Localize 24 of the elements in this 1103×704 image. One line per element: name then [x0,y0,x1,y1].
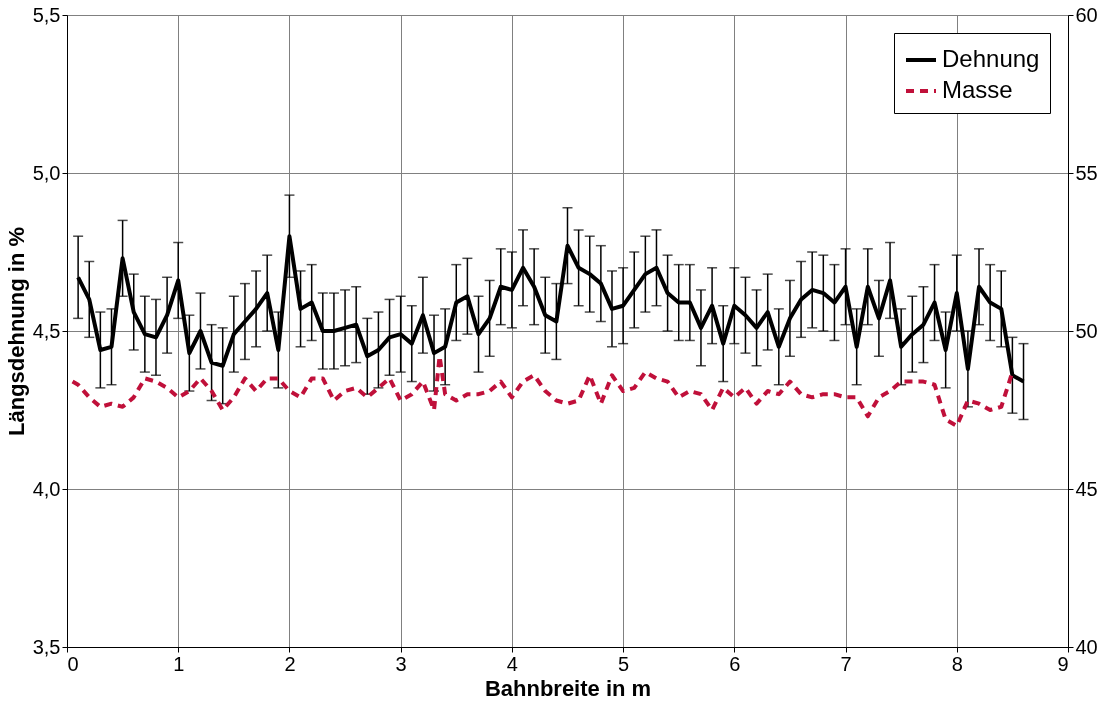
x-tick-label: 5 [618,652,630,675]
y-axis-title: Längsdehnung in % [3,227,29,436]
x-axis-title: Bahnbreite in m [484,675,652,701]
x-tick-label: 6 [729,652,741,675]
x-tick-label: 4 [506,652,518,675]
y-tick-label: 5,0 [32,161,61,184]
x-tick-label: 8 [951,652,963,675]
y2-tick-label: 55 [1075,161,1098,184]
x-tick-label: 0 [67,652,79,675]
y2-tick-label: 40 [1075,635,1098,658]
y2-tick-label: 50 [1075,319,1098,342]
x-tick-label: 2 [284,652,296,675]
x-tick-label: 3 [395,652,407,675]
y2-tick-label: 60 [1075,3,1098,26]
y-tick-label: 4,5 [32,319,61,342]
x-tick-label: 1 [173,652,185,675]
x-tick-label: 7 [840,652,852,675]
y-tick-label: 5,5 [32,3,61,26]
x-tick-label: 9 [1057,652,1069,675]
legend-label: Dehnung [942,45,1040,72]
y-tick-label: 4,0 [32,477,61,500]
y2-tick-label: 45 [1075,477,1098,500]
legend-label: Masse [942,76,1013,103]
y-tick-label: 3,5 [32,635,61,658]
